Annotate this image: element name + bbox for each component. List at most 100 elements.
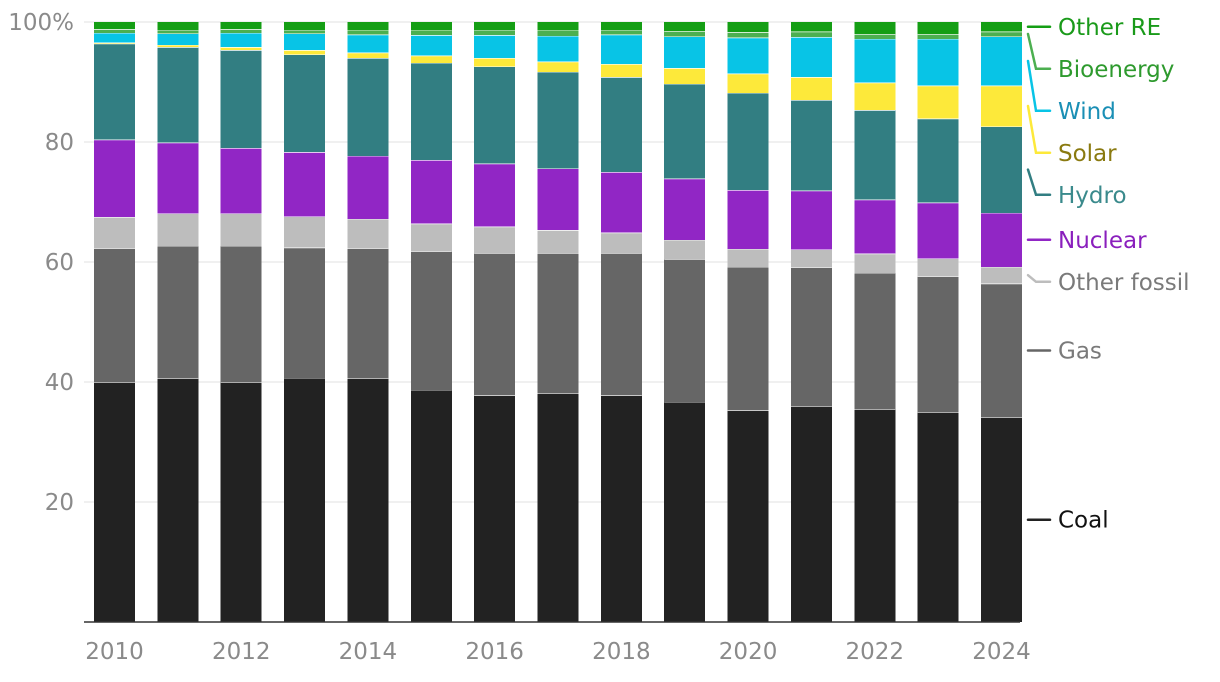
legend-item-other-fossil: Other fossil	[1026, 270, 1190, 296]
bar-segment-wind	[790, 37, 832, 78]
bar-segment-other-re	[917, 22, 959, 34]
bar-segment-coal	[94, 382, 135, 622]
bar-segment-gas	[664, 259, 706, 402]
bar-segment-nuclear	[600, 172, 642, 233]
bar-segment-solar	[917, 85, 959, 119]
bar-segment-other-fossil	[664, 239, 706, 259]
bar-segment-gas	[220, 245, 262, 382]
legend-connector	[1026, 168, 1052, 197]
bar-stack-2018	[600, 22, 642, 622]
bar-segment-hydro	[664, 83, 706, 179]
legend-label: Solar	[1058, 141, 1117, 167]
y-axis-ticks: 20 40 60 80 100%	[8, 10, 74, 516]
bar-segment-solar	[727, 73, 769, 93]
bar-segment-other-fossil	[157, 213, 199, 246]
legend-item-nuclear: Nuclear	[1026, 228, 1147, 254]
legend-connector	[1026, 59, 1052, 113]
legend-label: Gas	[1058, 339, 1102, 365]
bar-segment-gas	[727, 266, 769, 411]
legend-label: Nuclear	[1058, 228, 1147, 254]
bar-segment-hydro	[347, 58, 389, 156]
y-tick-label: 60	[45, 250, 74, 276]
bar-segment-hydro	[727, 92, 769, 190]
bar-segment-bioenergy	[600, 29, 642, 35]
bar-segment-wind	[410, 35, 452, 56]
legend-label: Wind	[1058, 99, 1116, 125]
bar-segment-other-re	[94, 22, 135, 30]
x-tick-label: 2020	[719, 639, 778, 665]
bar-segment-other-re	[284, 22, 326, 30]
bar-segment-solar	[220, 47, 262, 51]
bar-segment-other-fossil	[790, 249, 832, 268]
bar-segment-gas	[981, 283, 1022, 418]
bar-segment-solar	[410, 55, 452, 63]
bar-segment-coal	[347, 378, 389, 622]
bar-segment-gas	[600, 253, 642, 396]
bar-segment-wind	[474, 35, 516, 58]
legend-label: Bioenergy	[1058, 57, 1174, 83]
bar-segment-bioenergy	[854, 34, 896, 39]
legend: Coal Gas Other fossil Nuclear Hydro Solar Wind…	[1026, 15, 1190, 534]
legend-item-coal: Coal	[1026, 508, 1109, 534]
bar-stack-2010	[94, 22, 135, 622]
bar-segment-nuclear	[727, 190, 769, 249]
bar-segment-gas	[917, 276, 959, 412]
bar-stack-2021	[790, 22, 832, 622]
bar-stack-2022	[854, 22, 896, 622]
bar-segment-wind	[94, 32, 135, 43]
x-tick-label: 2010	[85, 639, 144, 665]
bar-segment-nuclear	[537, 168, 579, 231]
bar-segment-solar	[347, 52, 389, 58]
y-tick-label: 40	[45, 370, 74, 396]
x-tick-label: 2016	[465, 639, 524, 665]
bar-segment-wind	[600, 34, 642, 64]
bar-segment-solar	[157, 44, 199, 48]
legend-label: Other RE	[1058, 15, 1161, 41]
bar-segment-other-fossil	[410, 223, 452, 252]
bar-segment-gas	[347, 248, 389, 379]
bar-stack-2017	[537, 22, 579, 622]
bar-segment-hydro	[157, 47, 199, 143]
bar-segment-nuclear	[790, 190, 832, 250]
bar-segment-other-re	[220, 22, 262, 30]
bar-segment-solar	[537, 61, 579, 72]
y-tick-label: 100%	[8, 10, 74, 36]
bar-segment-hydro	[600, 77, 642, 172]
x-tick-label: 2018	[592, 639, 651, 665]
bars	[94, 22, 1022, 622]
bar-segment-coal	[664, 401, 706, 622]
legend-item-gas: Gas	[1026, 339, 1102, 365]
bar-segment-gas	[790, 267, 832, 406]
legend-label: Other fossil	[1058, 270, 1190, 296]
bar-segment-other-re	[600, 22, 642, 30]
legend-connector	[1026, 273, 1052, 284]
bar-segment-bioenergy	[157, 29, 199, 34]
legend-connector	[1026, 32, 1052, 71]
bar-segment-nuclear	[347, 155, 389, 219]
x-axis-ticks: 2010 2012 2014 2016 2018 2020 2022 2024	[85, 639, 1031, 665]
bar-segment-bioenergy	[537, 30, 579, 36]
legend-connector	[1026, 104, 1052, 155]
bar-stack-2023	[917, 22, 959, 622]
y-tick-label: 80	[45, 130, 74, 156]
bar-segment-nuclear	[981, 212, 1022, 267]
bar-segment-other-fossil	[600, 232, 642, 253]
bar-segment-hydro	[284, 54, 326, 153]
bar-segment-bioenergy	[410, 30, 452, 36]
bar-segment-gas	[157, 245, 199, 379]
bar-segment-other-re	[664, 22, 706, 31]
bar-stack-2013	[284, 22, 326, 622]
bar-segment-other-fossil	[220, 213, 262, 246]
bar-stack-2014	[347, 22, 389, 622]
bar-stack-2016	[474, 22, 516, 622]
bar-segment-wind	[157, 33, 199, 45]
bar-segment-coal	[220, 382, 262, 622]
x-tick-label: 2022	[846, 639, 905, 665]
legend-label: Hydro	[1058, 183, 1127, 209]
bar-segment-other-re	[474, 22, 516, 30]
bar-segment-other-re	[410, 22, 452, 31]
bar-segment-bioenergy	[664, 31, 706, 37]
bar-segment-solar	[854, 82, 896, 111]
bar-segment-gas	[537, 253, 579, 394]
bar-segment-gas	[474, 253, 516, 396]
